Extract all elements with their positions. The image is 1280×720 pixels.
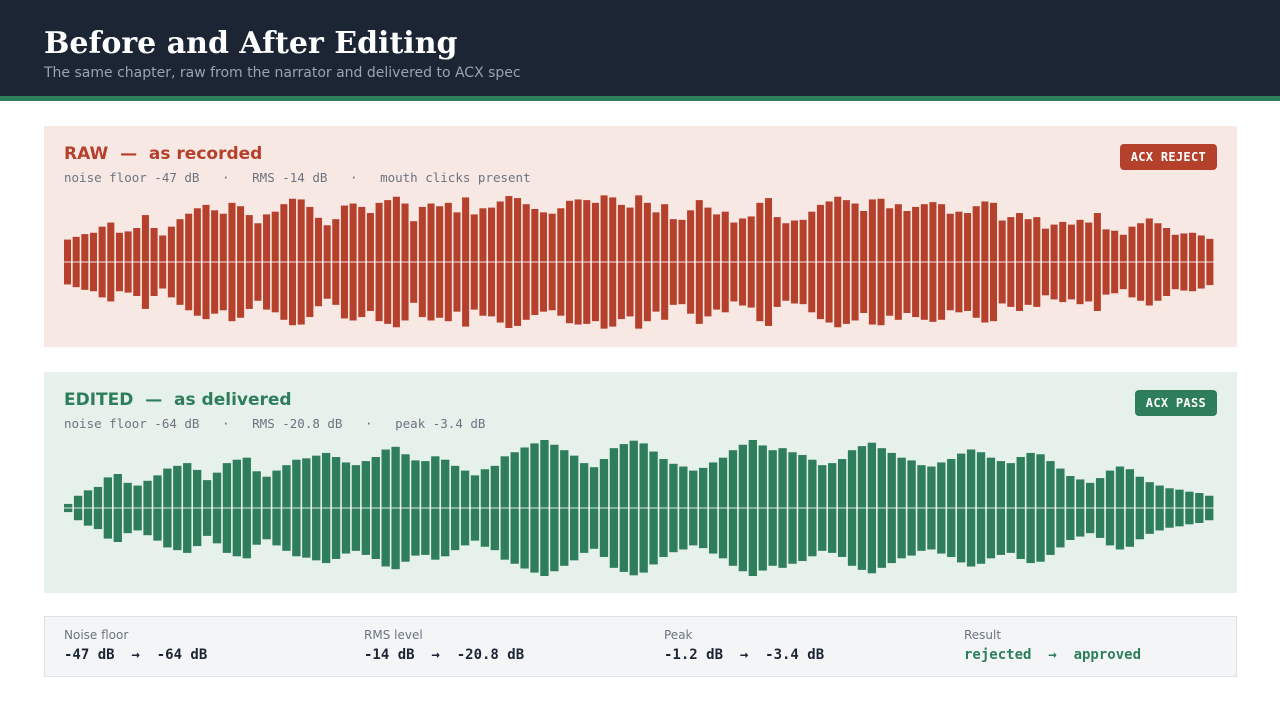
edited-panel-meta: noise floor -64 dB · RMS -20.8 dB · peak… [64,416,486,431]
edited-waveform [64,440,1215,576]
page-subtitle: The same chapter, raw from the narrator … [44,65,521,81]
acx-reject-badge: ACX REJECT [1119,144,1217,170]
stat-label: Result [964,628,1002,642]
comparison-summary: Noise floor -47 dB → -64 dB RMS level -1… [44,616,1237,677]
header-accent-bar [0,96,1280,101]
stat-value: -14 dB → -20.8 dB [364,647,525,663]
raw-waveform [64,195,1215,329]
stat-label: RMS level [364,628,423,642]
stat-peak: Peak -1.2 dB → -3.4 dB [664,628,824,663]
stat-label: Peak [664,628,693,642]
stat-value: -1.2 dB → -3.4 dB [664,647,825,663]
raw-waveform-panel: RAW — as recorded noise floor -47 dB · R… [44,126,1237,347]
raw-panel-meta: noise floor -47 dB · RMS -14 dB · mouth … [64,170,531,185]
page-header: Before and After Editing The same chapte… [0,0,1280,96]
raw-panel-title: RAW — as recorded [64,144,263,164]
stat-result: Result rejected → approved [964,628,1141,663]
edited-panel-title: EDITED — as delivered [64,390,292,410]
edited-waveform-panel: EDITED — as delivered noise floor -64 dB… [44,372,1237,593]
page-title: Before and After Editing [44,26,458,61]
stat-value: rejected → approved [964,647,1142,663]
stat-noise-floor: Noise floor -47 dB → -64 dB [64,628,207,663]
stat-value: -47 dB → -64 dB [64,647,208,663]
stat-label: Noise floor [64,628,129,642]
stat-rms-level: RMS level -14 dB → -20.8 dB [364,628,524,663]
acx-pass-badge: ACX PASS [1134,390,1217,416]
